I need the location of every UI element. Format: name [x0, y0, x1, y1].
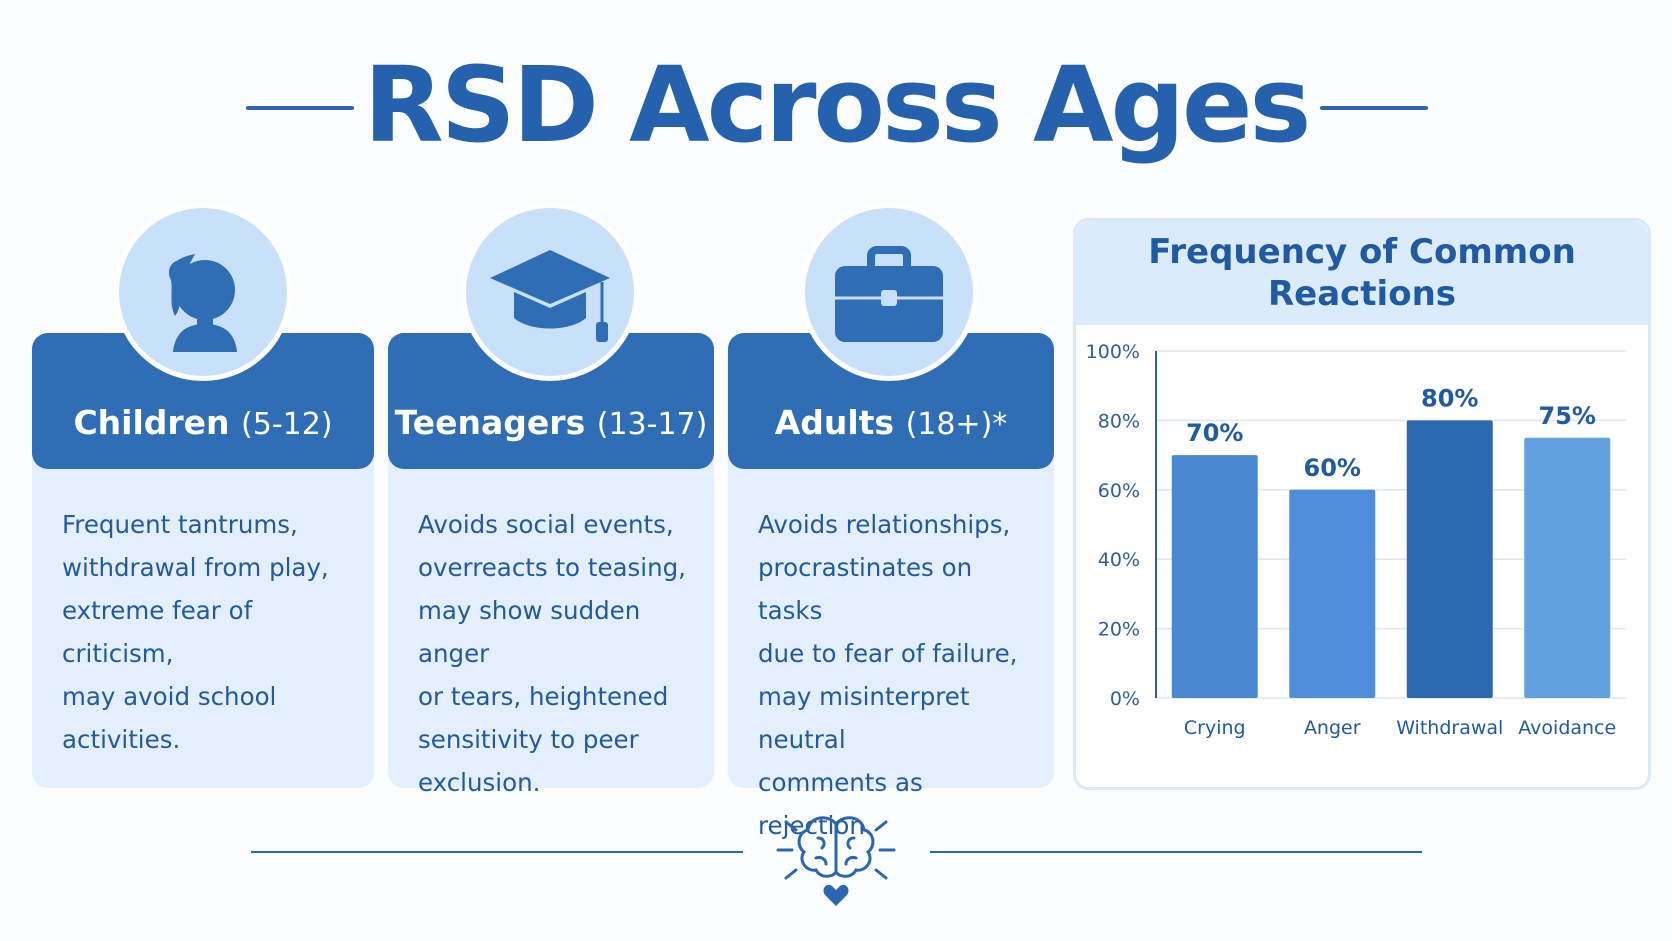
chart-title: Frequency of Common Reactions: [1148, 232, 1576, 314]
bar: [1524, 437, 1611, 698]
card-text-line: may misinterpret neutral: [758, 682, 970, 754]
bar-value-label: 75%: [1539, 402, 1596, 430]
y-tick-label: 0%: [1110, 688, 1140, 710]
card-text-line: Avoids social events,: [418, 510, 674, 539]
card-label-sub: (5-12): [241, 407, 333, 442]
child-silhouette-icon: [114, 203, 292, 381]
footer-left-rule: [251, 851, 743, 853]
graduation-cap-icon: [461, 203, 639, 381]
bar: [1406, 420, 1493, 698]
card-children: Children (5-12) Frequent tantrums, withd…: [32, 203, 374, 788]
x-tick-label: Anger: [1304, 717, 1361, 739]
card-text-line: withdrawal from play,: [62, 553, 329, 582]
title-right-rule: [1320, 106, 1428, 110]
chart-header: Frequency of Common Reactions: [1076, 221, 1648, 325]
y-tick-label: 40%: [1098, 549, 1140, 571]
y-tick-label: 60%: [1098, 480, 1140, 502]
card-label: Teenagers (13-17): [388, 401, 714, 447]
x-tick-label: Withdrawal: [1396, 717, 1503, 739]
bar-chart: 0% 20% 40% 60% 80% 100% 70% Crying 60% Anger 80% Wi…: [1086, 341, 1626, 739]
y-tick-label: 80%: [1098, 410, 1140, 432]
title-left-rule: [246, 106, 354, 110]
card-label-sub: (13-17): [596, 407, 708, 442]
brain-heart-icon: [776, 816, 896, 906]
card-text-line: Avoids relationships,: [758, 510, 1011, 539]
card-label-sub: (18+)*: [905, 407, 1008, 442]
card-label-main: Teenagers: [394, 403, 586, 442]
card-text-line: may avoid school: [62, 682, 277, 711]
card-text-line: sensitivity to peer: [418, 725, 639, 754]
card-text-line: activities.: [62, 725, 181, 754]
card-text-line: due to fear of failure,: [758, 639, 1018, 668]
card-label-main: Adults: [774, 403, 895, 442]
bar-value-label: 80%: [1421, 384, 1478, 412]
card-description: Avoids relationships, procrastinates on …: [758, 503, 1034, 847]
card-text-line: overreacts to teasing,: [418, 553, 686, 582]
card-text-line: Frequent tantrums,: [62, 510, 298, 539]
bar-value-label: 60%: [1304, 454, 1361, 482]
card-text-line: may show sudden anger: [418, 596, 641, 668]
briefcase-icon: [800, 203, 978, 381]
chart-panel: Frequency of Common Reactions 0% 20% 40% 60…: [1073, 218, 1651, 790]
title-area: RSD Across Ages: [0, 40, 1672, 166]
x-tick-label: Avoidance: [1518, 717, 1616, 739]
card-text-line: or tears, heightened: [418, 682, 669, 711]
card-description: Avoids social events, overreacts to teas…: [418, 503, 694, 804]
bar: [1171, 455, 1258, 698]
card-label: Children (5-12): [32, 401, 374, 447]
footer-right-rule: [930, 851, 1422, 853]
card-text-line: extreme fear of criticism,: [62, 596, 253, 668]
card-teenagers: Teenagers (13-17) Avoids social events, …: [388, 203, 714, 797]
bar: [1289, 489, 1376, 698]
card-adults: Adults (18+)* Avoids relationships, proc…: [728, 203, 1054, 840]
card-text-line: procrastinates on tasks: [758, 553, 973, 625]
x-tick-label: Crying: [1184, 717, 1246, 739]
card-label: Adults (18+)*: [728, 401, 1054, 447]
bar-value-label: 70%: [1186, 419, 1243, 447]
y-tick-label: 100%: [1086, 341, 1140, 363]
card-label-main: Children: [73, 403, 230, 442]
card-text-line: comments as rejection.: [758, 768, 923, 840]
card-text-line: exclusion.: [418, 768, 541, 797]
y-tick-label: 20%: [1098, 619, 1140, 641]
page-title: RSD Across Ages: [363, 44, 1312, 166]
card-description: Frequent tantrums, withdrawal from play,…: [62, 503, 354, 761]
